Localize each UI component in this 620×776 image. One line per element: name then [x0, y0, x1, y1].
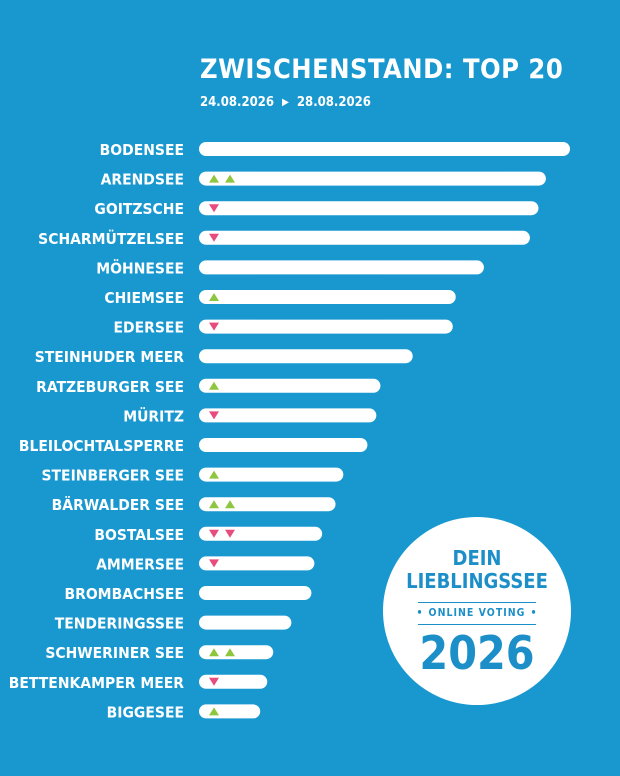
category-label: SCHWERINER SEE: [45, 644, 184, 662]
category-label: EDERSEE: [114, 319, 184, 337]
category-label: BIGGESEE: [107, 703, 184, 721]
category-label: AMMERSEE: [96, 555, 184, 573]
bar: [199, 586, 312, 600]
category-label: MÜRITZ: [123, 406, 184, 425]
badge-line-2: LIEBLINGSSEE: [406, 569, 548, 593]
bar: [199, 467, 344, 482]
bar: [199, 615, 292, 630]
date-to: 28.08.2026: [296, 95, 371, 110]
trend-down-icon: [209, 529, 219, 538]
category-label: TENDERINGSSEE: [55, 615, 184, 633]
trend-up-icon: [209, 707, 219, 716]
category-label: ARENDSEE: [101, 171, 184, 189]
category-label: BETTENKAMPER MEER: [9, 674, 184, 692]
bar: [199, 230, 530, 245]
trend-up-icon: [209, 470, 219, 479]
category-label: CHIEMSEE: [104, 289, 184, 307]
badge-rule-top: [418, 602, 536, 603]
category-label: STEINHUDER MEER: [35, 348, 185, 366]
category-label: STEINBERGER SEE: [42, 467, 185, 485]
category-label: BOSTALSEE: [94, 526, 184, 544]
category-label: SCHARMÜTZELSEE: [38, 229, 184, 248]
bar: [199, 290, 456, 304]
trend-down-icon: [209, 559, 219, 568]
trend-up-icon: [209, 648, 219, 657]
trend-down-icon: [225, 529, 235, 538]
badge-dot-right: •: [530, 607, 538, 619]
bar: [199, 260, 484, 275]
category-label: BÄRWALDER SEE: [52, 495, 184, 514]
bar: [199, 319, 453, 334]
bar: [199, 674, 268, 689]
bar: [199, 645, 274, 660]
category-label: BODENSEE: [100, 141, 184, 159]
trend-up-icon: [225, 500, 235, 509]
trend-down-icon: [209, 233, 219, 242]
trend-up-icon: [225, 648, 235, 657]
category-label: BROMBACHSEE: [64, 585, 184, 603]
trend-up-icon: [209, 174, 219, 183]
trend-down-icon: [209, 677, 219, 686]
bar: [199, 556, 315, 571]
badge-rule-bottom: [418, 624, 536, 625]
badge-line-3-text: ONLINE VOTING: [428, 607, 526, 619]
badge-line-1: DEIN: [452, 546, 502, 570]
bar: [199, 201, 539, 216]
trend-up-icon: [225, 174, 235, 183]
category-label: BLEILOCHTALSPERRE: [19, 437, 184, 455]
arrow-right-icon: ▶: [282, 97, 289, 108]
badge-dot-left: •: [416, 607, 424, 619]
bar: [199, 349, 413, 364]
bar: [199, 438, 368, 452]
trend-up-icon: [209, 293, 219, 301]
date-range: 24.08.2026 ▶ 28.08.2026: [200, 95, 371, 110]
bar: [199, 378, 381, 393]
trend-down-icon: [209, 322, 219, 331]
trend-down-icon: [209, 411, 219, 420]
bar: [199, 497, 336, 512]
badge-line-3: • ONLINE VOTING •: [383, 605, 571, 621]
bar: [199, 526, 323, 541]
trend-up-icon: [209, 381, 219, 390]
trend-down-icon: [209, 204, 219, 213]
bar: [199, 142, 570, 156]
category-label: RATZEBURGER SEE: [36, 378, 184, 396]
date-from: 24.08.2026: [200, 95, 274, 110]
bar: [199, 408, 377, 423]
category-label: GOITZSCHE: [94, 200, 184, 218]
voting-badge: DEIN LIEBLINGSSEE • ONLINE VOTING • 2026: [383, 517, 571, 705]
badge-year: 2026: [419, 626, 535, 680]
category-label: MÖHNESEE: [96, 258, 184, 277]
bar: [199, 171, 546, 186]
page-title: ZWISCHENSTAND: TOP 20: [200, 54, 564, 85]
trend-up-icon: [209, 500, 219, 509]
bar: [199, 704, 261, 719]
